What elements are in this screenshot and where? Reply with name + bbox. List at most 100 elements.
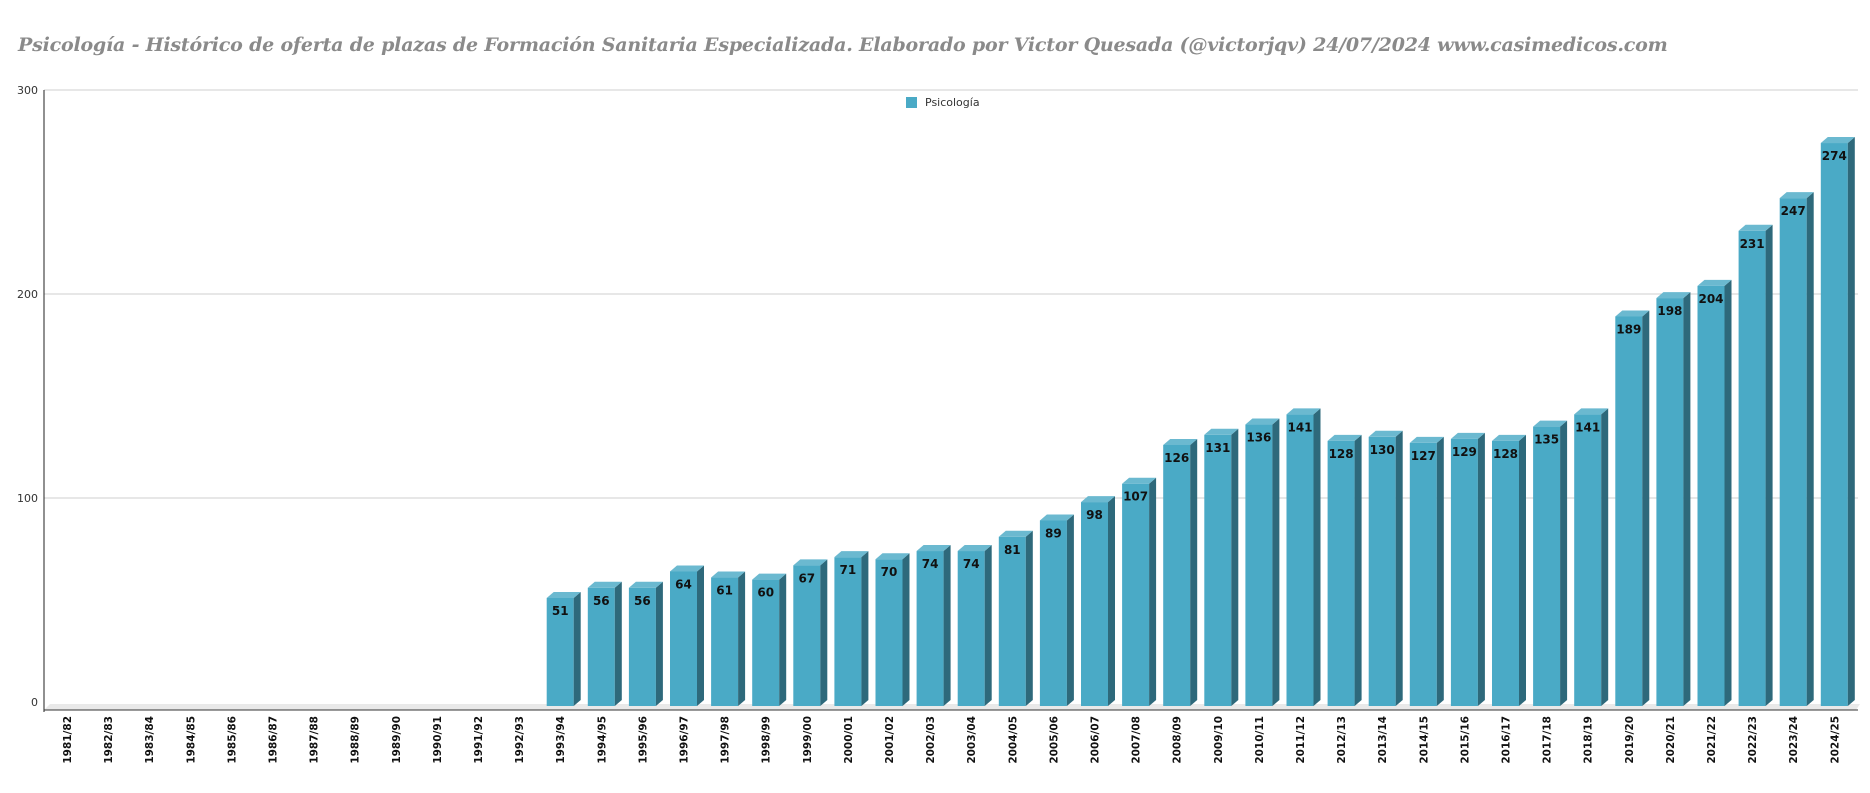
data-label: 141 [1575, 420, 1600, 434]
x-tick-label: 2017/18 [1542, 716, 1554, 764]
bar-front [1738, 230, 1766, 706]
x-tick-label: 1985/86 [226, 716, 238, 764]
bar-2022-23[interactable] [1738, 224, 1773, 706]
x-tick-label: 1993/94 [555, 716, 567, 764]
bar-2021-22[interactable] [1697, 279, 1732, 706]
bar-2004-05[interactable] [998, 530, 1033, 706]
bar-top [1656, 292, 1691, 299]
bar-side [1190, 438, 1198, 706]
data-label: 56 [593, 594, 610, 608]
bar-2017-18[interactable] [1533, 420, 1568, 706]
bar-2008-09[interactable] [1163, 438, 1198, 706]
bar-front [998, 536, 1026, 706]
bar-1993-94[interactable] [546, 591, 581, 706]
x-tick-label: 2018/19 [1583, 716, 1595, 764]
x-tick-label: 2006/07 [1090, 716, 1102, 764]
bar-1997-98[interactable] [711, 571, 746, 706]
bar-front [1163, 444, 1191, 706]
bar-top [1409, 436, 1444, 443]
bar-front [1327, 440, 1355, 706]
bar-2020-21[interactable] [1656, 292, 1691, 706]
bar-2024-25[interactable] [1820, 137, 1855, 707]
data-label: 98 [1086, 508, 1103, 522]
bar-top [1820, 137, 1855, 144]
bar-2019-20[interactable] [1615, 310, 1650, 706]
bar-side [1847, 137, 1855, 707]
bar-1996-97[interactable] [670, 565, 704, 706]
bar-top [546, 591, 581, 598]
data-label: 89 [1045, 526, 1062, 540]
bar-top [1163, 438, 1198, 445]
x-tick-label: 1992/93 [514, 716, 526, 764]
bar-2011-12[interactable] [1286, 408, 1321, 706]
bar-side [1395, 430, 1403, 706]
bar-front [1039, 520, 1067, 706]
x-tick-label: 1990/91 [432, 716, 444, 764]
data-label: 231 [1740, 237, 1765, 251]
x-tick-label: 1989/90 [391, 716, 403, 764]
bar-top [998, 530, 1033, 537]
x-tick-label: 2024/25 [1829, 716, 1841, 764]
floor-plane [44, 704, 1860, 710]
bar-2016-17[interactable] [1492, 434, 1526, 706]
bar-2007-08[interactable] [1122, 477, 1157, 706]
data-label: 81 [1004, 543, 1021, 557]
bar-top [916, 545, 951, 552]
bar-2009-10[interactable] [1204, 428, 1239, 706]
bar-2012-13[interactable] [1327, 434, 1362, 706]
data-label: 126 [1164, 451, 1189, 465]
x-tick-label: 2012/13 [1336, 716, 1348, 764]
bar-side [779, 573, 787, 706]
data-label: 74 [922, 557, 939, 571]
data-label: 128 [1329, 447, 1354, 461]
x-tick-label: 1981/82 [62, 716, 74, 764]
x-tick-label: 2020/21 [1665, 716, 1677, 764]
bar-1994-95[interactable] [587, 581, 622, 706]
bar-front [957, 551, 985, 706]
x-tick-label: 2015/16 [1459, 716, 1471, 764]
legend-label-psicologia: Psicología [925, 96, 980, 109]
data-label: 67 [798, 571, 815, 585]
bar-side [984, 545, 992, 706]
x-tick-label: 2014/15 [1418, 716, 1430, 764]
bar-side [1806, 192, 1814, 706]
bar-2006-07[interactable] [1081, 496, 1115, 706]
bar-2002-03[interactable] [916, 545, 951, 706]
x-tick-label: 2007/08 [1131, 716, 1143, 764]
bar-side [1108, 496, 1115, 706]
x-tick-label: 2001/02 [884, 716, 896, 764]
bar-2010-11[interactable] [1245, 418, 1280, 706]
bar-side [1066, 514, 1074, 706]
data-label: 141 [1287, 420, 1312, 434]
bar-1999-00[interactable] [793, 559, 828, 706]
bar-2003-04[interactable] [957, 545, 992, 706]
x-tick-label: 1984/85 [185, 716, 197, 764]
bar-front [1820, 143, 1848, 707]
bar-1998-99[interactable] [752, 573, 787, 706]
x-tick-label: 2011/12 [1295, 716, 1307, 764]
bar-top [834, 551, 869, 558]
bar-2005-06[interactable] [1039, 514, 1074, 706]
bar-1995-96[interactable] [628, 581, 663, 706]
x-tick-label: 1997/98 [720, 716, 732, 764]
legend[interactable]: Psicología [906, 96, 980, 109]
bar-2023-24[interactable] [1779, 192, 1814, 706]
bar-2001-02[interactable] [875, 553, 910, 706]
y-tick-label: 300 [17, 84, 38, 97]
data-label: 136 [1246, 431, 1271, 445]
bar-2014-15[interactable] [1409, 436, 1444, 706]
bar-front [752, 579, 780, 706]
x-axis-ticks: 1981/82 1982/83 1983/84 1984/85 1985/86 1986/… [62, 716, 1841, 764]
x-tick-label: 1999/00 [802, 716, 814, 764]
bar-2015-16[interactable] [1450, 432, 1485, 706]
bar-side [902, 553, 910, 706]
bar-2013-14[interactable] [1368, 430, 1403, 706]
x-tick-label: 2005/06 [1048, 716, 1060, 764]
bar-front [1204, 434, 1232, 706]
bar-front [1779, 198, 1807, 706]
x-tick-label: 2010/11 [1254, 716, 1266, 764]
bar-2000-01[interactable] [834, 551, 869, 706]
bar-front [916, 551, 944, 706]
bar-front [546, 597, 574, 706]
bar-2018-19[interactable] [1574, 408, 1609, 706]
